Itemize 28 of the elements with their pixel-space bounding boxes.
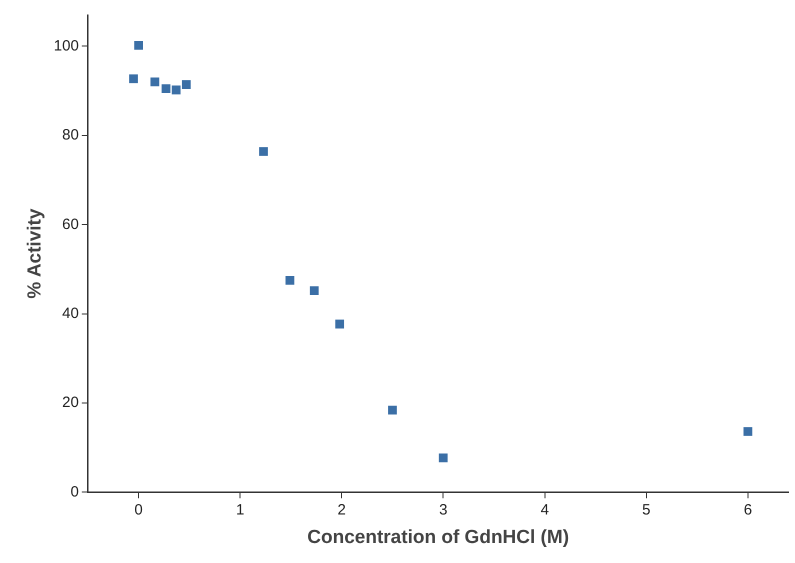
y-tick-label: 60: [62, 216, 79, 233]
point: [172, 86, 181, 94]
x-tick-label: 6: [744, 501, 752, 518]
point: [182, 80, 191, 89]
y-tick-label: 20: [62, 394, 79, 412]
point: [388, 406, 397, 415]
point: [743, 427, 752, 436]
y-tick-label: 40: [62, 304, 79, 322]
point: [286, 276, 294, 285]
x-tick-label: 1: [236, 501, 244, 518]
point: [310, 286, 319, 296]
y-tick-label: 80: [62, 126, 79, 144]
point: [335, 320, 344, 328]
point: [134, 40, 143, 50]
x-axis-title: Concentration of GdnHCl (M): [307, 526, 570, 548]
x-tick-label: 5: [642, 501, 651, 518]
x-tick-label: 0: [134, 501, 143, 518]
point: [259, 147, 268, 156]
x-tick-label: 3: [439, 501, 448, 518]
point: [162, 84, 170, 93]
point: [150, 78, 160, 86]
point: [438, 453, 448, 462]
x-tick-label: 4: [540, 501, 549, 518]
point: [129, 74, 138, 84]
y-tick-label: 0: [70, 483, 79, 500]
x-tick-label: 2: [338, 501, 346, 518]
y-tick-label: 100: [54, 37, 79, 54]
y-axis-title: % Activity: [24, 208, 46, 299]
